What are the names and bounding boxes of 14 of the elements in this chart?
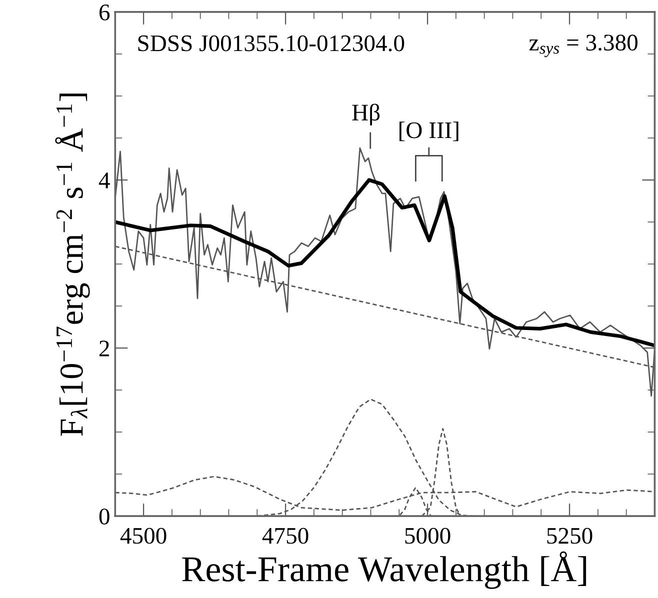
x-tick-label: 4500 <box>120 528 166 544</box>
y-tick-label: 6 <box>100 4 110 20</box>
y-tick-label: 4 <box>98 172 110 188</box>
text: F$_{λ}$[10$^{−17}$erg cm$^{−2}$ s$^{−1}$ Å$^{−1}$] <box>55 94 90 436</box>
annotation: [O III] <box>400 122 458 142</box>
annotation: SDSS J001355.10-012304.0 <box>138 35 404 52</box>
x-tick-label: 4750 <box>262 528 308 544</box>
annotation: z$_{sys}$ = 3.380 <box>529 34 638 58</box>
annotation: Hβ <box>352 104 380 126</box>
y-tick-label: 2 <box>100 340 109 356</box>
x-axis-title: Rest-Frame Wavelength [Å] <box>182 551 586 589</box>
y-tick-label: 0 <box>99 508 110 524</box>
x-tick-label: 5000 <box>405 528 450 544</box>
x-tick-label: 5250 <box>547 528 592 544</box>
